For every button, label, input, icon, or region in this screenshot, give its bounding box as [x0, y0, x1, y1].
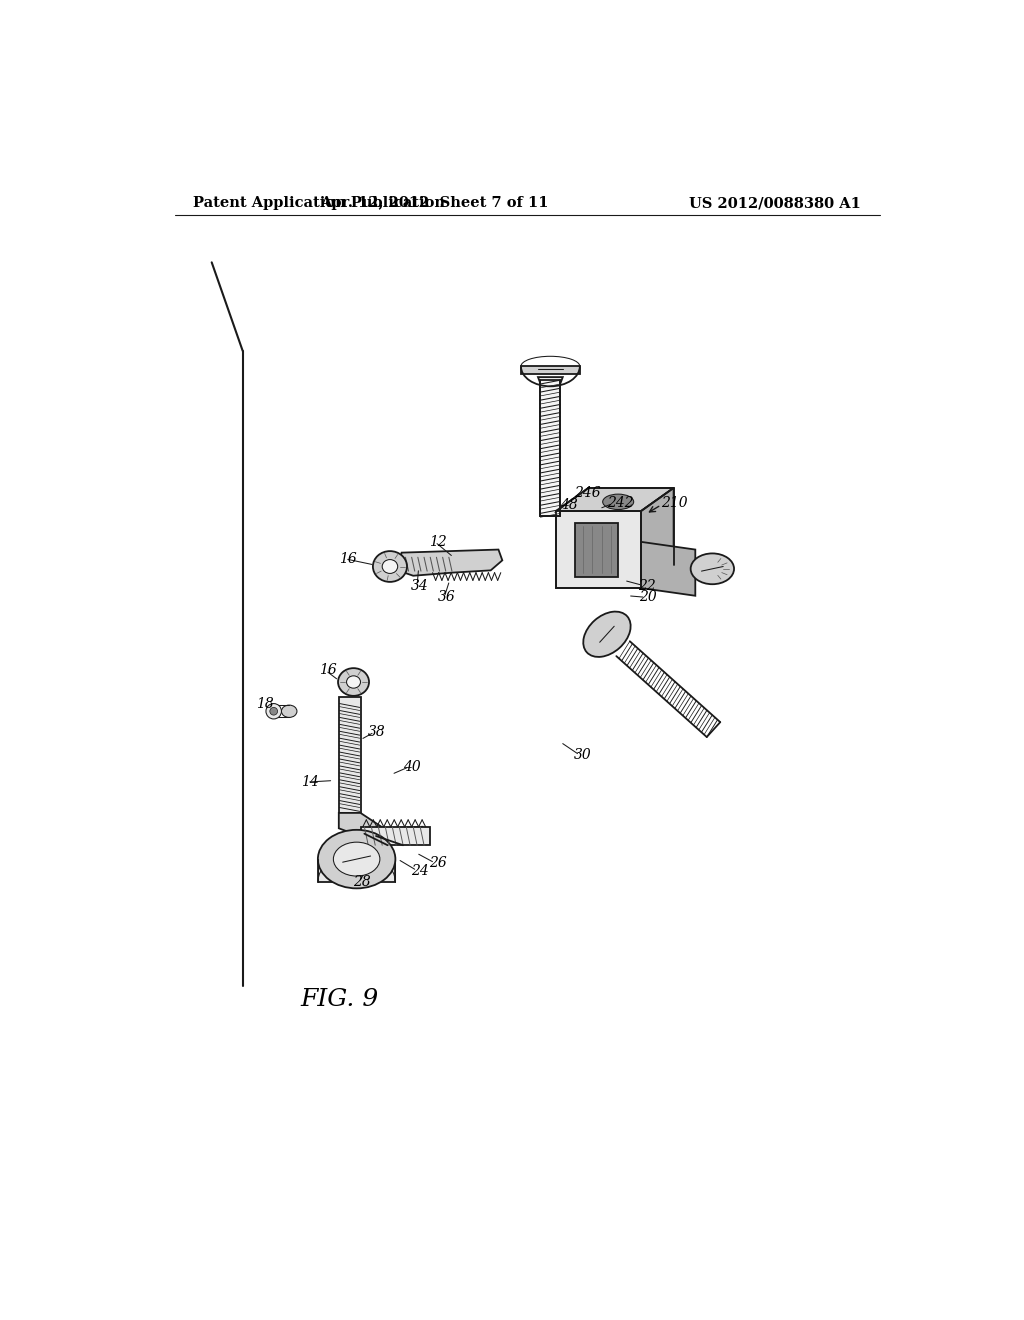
Text: 28: 28 — [352, 875, 371, 890]
Text: 48: 48 — [560, 498, 578, 512]
Text: 22: 22 — [638, 578, 655, 593]
Text: FIG. 9: FIG. 9 — [300, 987, 378, 1011]
Polygon shape — [317, 859, 395, 882]
Polygon shape — [521, 367, 580, 374]
Polygon shape — [575, 523, 617, 577]
Text: Apr. 12, 2012  Sheet 7 of 11: Apr. 12, 2012 Sheet 7 of 11 — [319, 197, 549, 210]
Polygon shape — [397, 549, 503, 576]
Text: 30: 30 — [573, 748, 592, 762]
Ellipse shape — [690, 553, 734, 585]
Polygon shape — [641, 543, 695, 595]
Ellipse shape — [603, 494, 634, 510]
Polygon shape — [339, 697, 360, 813]
Ellipse shape — [317, 830, 395, 888]
Polygon shape — [538, 378, 563, 383]
Text: 24: 24 — [411, 863, 429, 878]
Text: 34: 34 — [411, 578, 429, 593]
Text: 16: 16 — [339, 552, 356, 566]
Text: 12: 12 — [429, 535, 446, 549]
Ellipse shape — [382, 560, 397, 573]
Text: 40: 40 — [403, 760, 421, 774]
Text: Patent Application Publication: Patent Application Publication — [194, 197, 445, 210]
Ellipse shape — [338, 668, 369, 696]
Polygon shape — [541, 380, 560, 516]
Polygon shape — [360, 826, 430, 845]
Ellipse shape — [282, 705, 297, 718]
Text: 26: 26 — [429, 855, 446, 870]
Ellipse shape — [266, 704, 282, 719]
Text: 18: 18 — [256, 697, 273, 710]
Text: 242: 242 — [607, 496, 634, 511]
Ellipse shape — [334, 842, 380, 876]
Ellipse shape — [584, 611, 631, 657]
Text: 14: 14 — [301, 775, 318, 789]
Polygon shape — [556, 488, 674, 511]
Text: 36: 36 — [438, 590, 456, 605]
Ellipse shape — [373, 552, 407, 582]
Polygon shape — [641, 488, 674, 589]
Text: 210: 210 — [662, 495, 688, 510]
Text: US 2012/0088380 A1: US 2012/0088380 A1 — [689, 197, 861, 210]
Text: 38: 38 — [369, 725, 386, 739]
Ellipse shape — [270, 708, 278, 715]
Text: 246: 246 — [573, 486, 600, 500]
Text: 16: 16 — [319, 664, 337, 677]
Text: 20: 20 — [640, 590, 657, 605]
Polygon shape — [339, 813, 423, 842]
Ellipse shape — [346, 676, 360, 688]
Polygon shape — [556, 511, 641, 589]
